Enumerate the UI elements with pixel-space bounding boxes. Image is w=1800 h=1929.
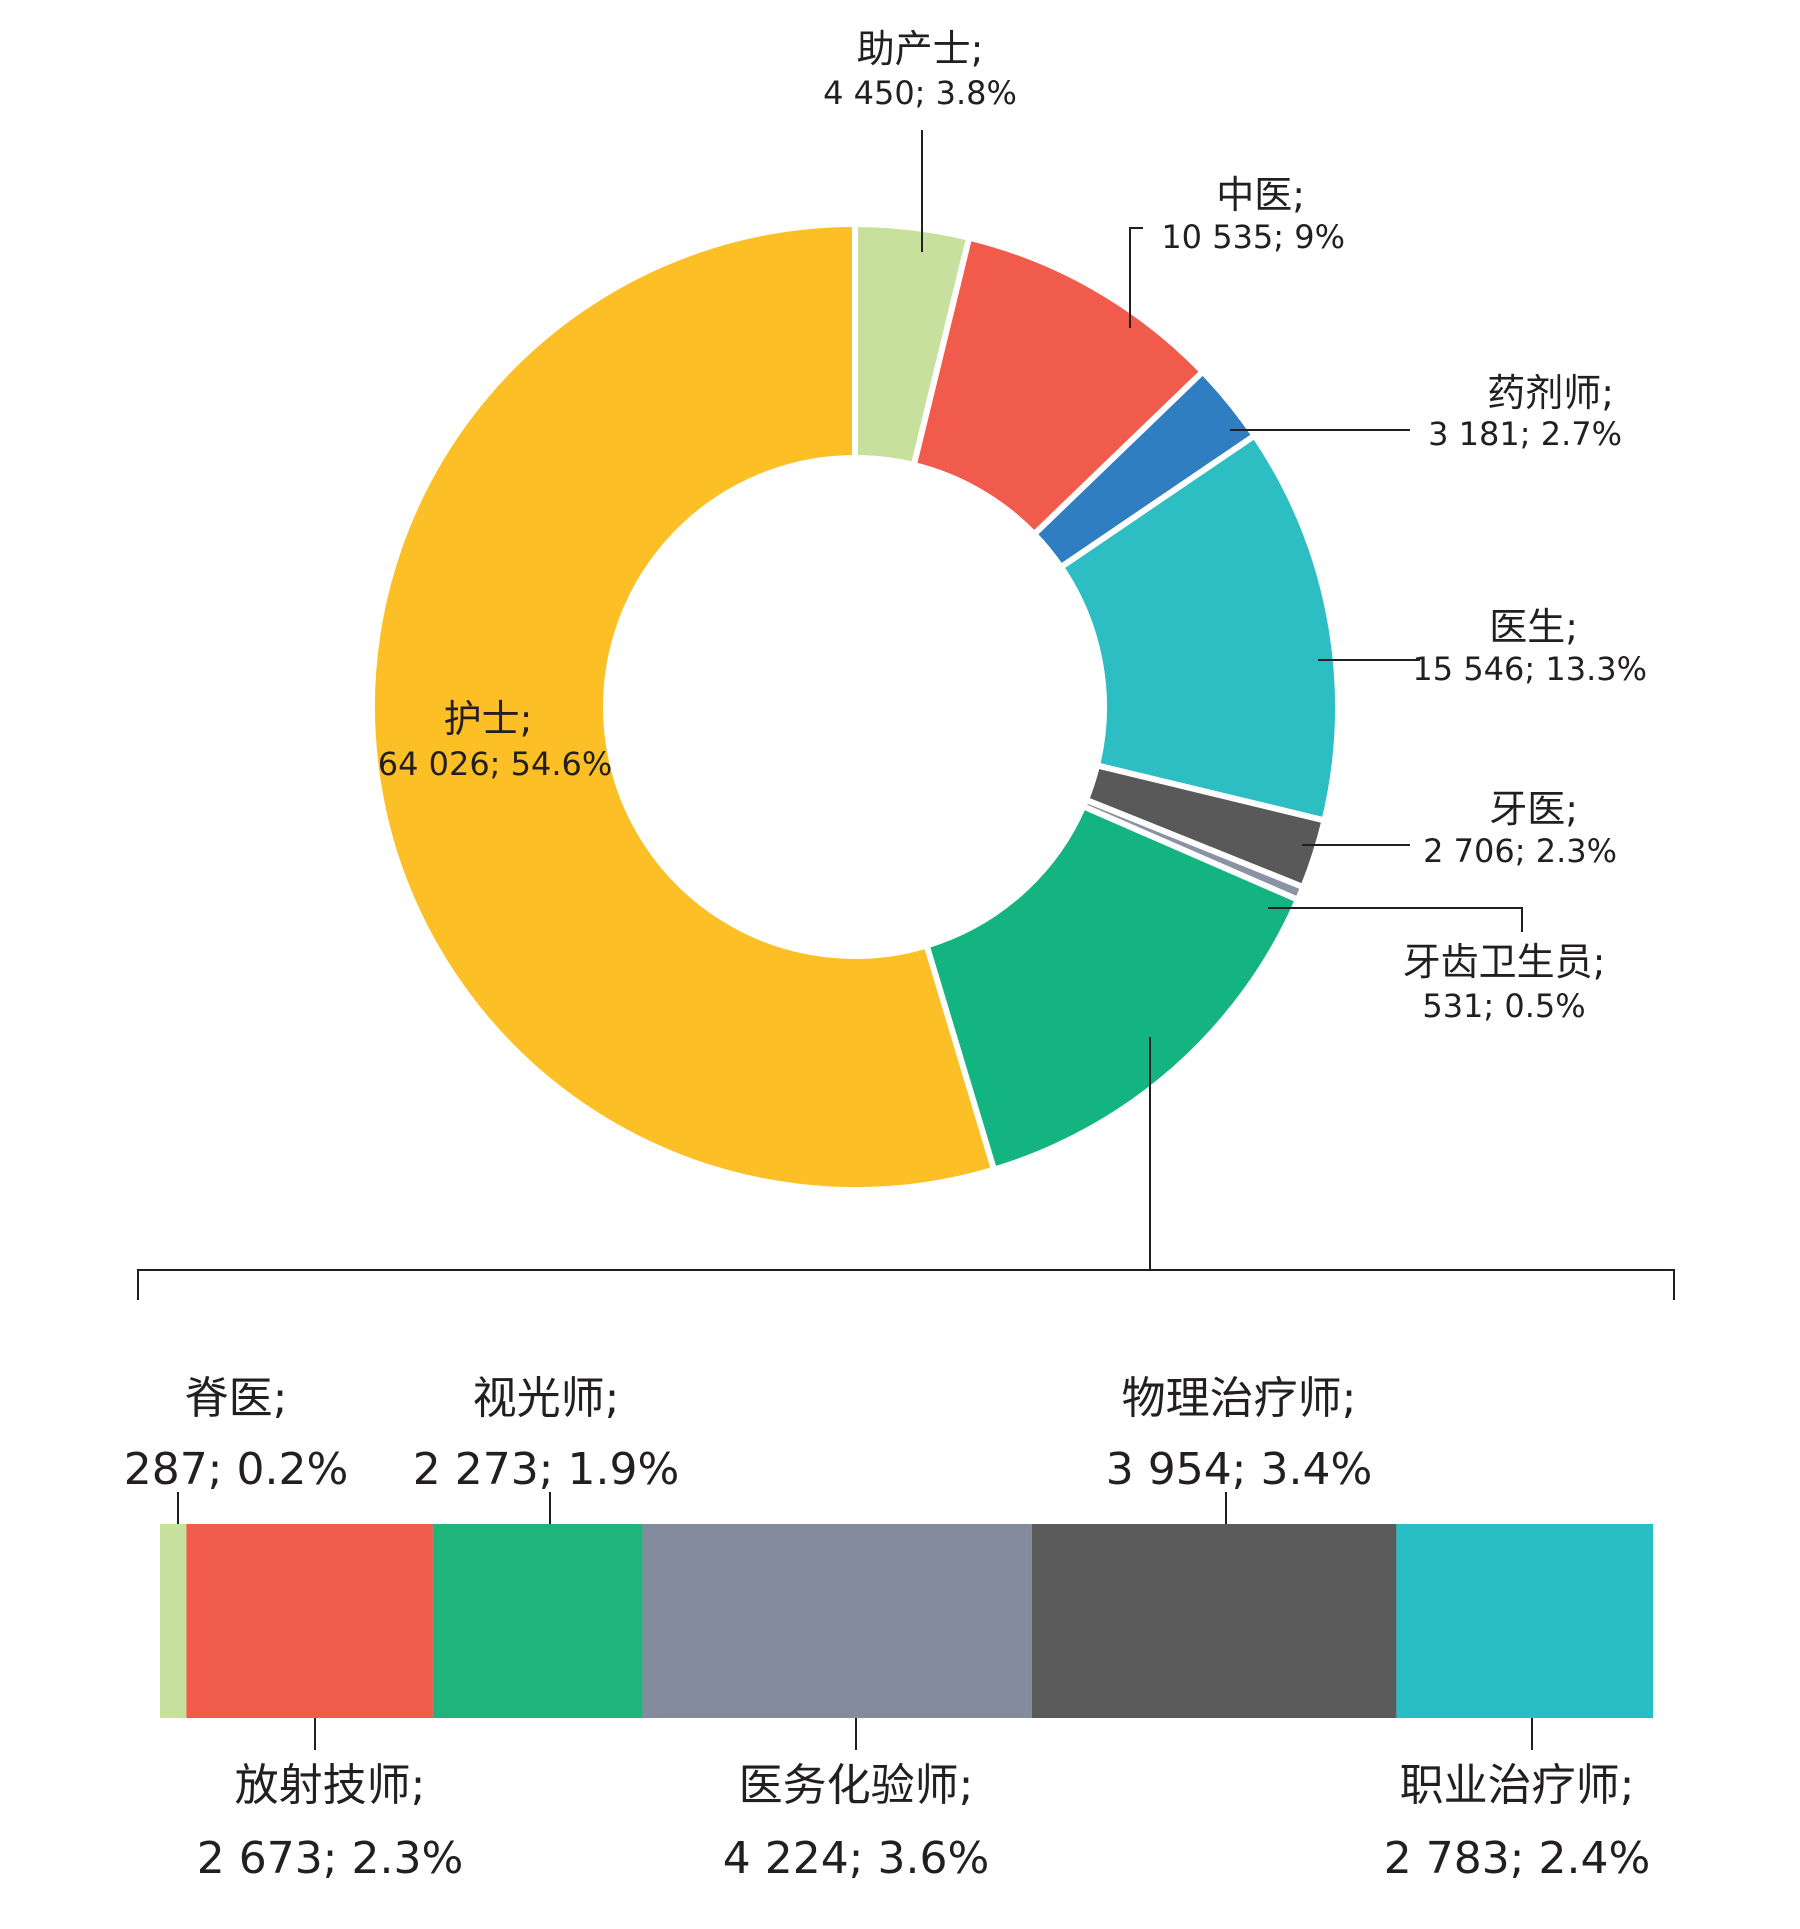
slice-label-name: 药剂师; bbox=[1487, 371, 1614, 415]
bar-segment-3 bbox=[642, 1524, 1032, 1718]
slice-label-name: 护士; bbox=[444, 697, 533, 741]
leader-chinese-medicine bbox=[1129, 227, 1143, 328]
bar-label-value: 2 273; 1.9% bbox=[413, 1444, 680, 1495]
donut-slice-7 bbox=[369, 220, 998, 1193]
slice-label-value: 4 450; 3.8% bbox=[823, 74, 1017, 112]
bar-label-value: 2 783; 2.4% bbox=[1384, 1833, 1651, 1884]
bar-label-name: 脊医; bbox=[185, 1373, 288, 1424]
labels: 助产士;4 450; 3.8% 中医;10 535; 9% 药剂师;3 181; 2… bbox=[124, 27, 1675, 1884]
bracket bbox=[137, 1269, 1675, 1300]
slice-label-value: 531; 0.5% bbox=[1422, 987, 1585, 1025]
slice-label-name: 助产士; bbox=[857, 27, 984, 71]
bar-label-value: 287; 0.2% bbox=[124, 1444, 349, 1495]
slice-label-name: 牙医; bbox=[1489, 787, 1578, 831]
bar-label-value: 3 954; 3.4% bbox=[1106, 1444, 1373, 1495]
bar-label-value: 4 224; 3.6% bbox=[723, 1833, 990, 1884]
bar-label-name: 视光师; bbox=[473, 1373, 620, 1424]
bar-segment-4 bbox=[1031, 1524, 1397, 1718]
bar-label-name: 医务化验师; bbox=[739, 1760, 974, 1811]
slice-label-value: 64 026; 54.6% bbox=[378, 745, 613, 783]
donut-chart bbox=[369, 220, 1341, 1193]
slice-label-name: 医生; bbox=[1489, 605, 1578, 649]
bar-segment-1 bbox=[186, 1524, 433, 1718]
donut-slice-6 bbox=[922, 802, 1302, 1174]
slice-label-value: 15 546; 13.3% bbox=[1412, 650, 1647, 688]
slice-label-value: 3 181; 2.7% bbox=[1428, 415, 1622, 453]
stacked-bar-chart bbox=[160, 1524, 1653, 1718]
bar-segment-2 bbox=[432, 1524, 643, 1718]
slice-label-value: 2 706; 2.3% bbox=[1423, 832, 1617, 870]
bar-label-name: 职业治疗师; bbox=[1400, 1760, 1635, 1811]
bar-segment-0 bbox=[160, 1524, 187, 1718]
leader-dental-hygienist bbox=[1268, 907, 1523, 932]
bar-label-value: 2 673; 2.3% bbox=[197, 1833, 464, 1884]
slice-label-name: 牙齿卫生员; bbox=[1403, 940, 1606, 984]
slice-label-name: 中医; bbox=[1216, 173, 1305, 217]
slice-label-value: 10 535; 9% bbox=[1161, 218, 1345, 256]
donut-slice-3 bbox=[1056, 431, 1341, 825]
bar-segment-5 bbox=[1396, 1524, 1653, 1718]
bar-label-name: 物理治疗师; bbox=[1122, 1373, 1357, 1424]
bar-label-name: 放射技师; bbox=[235, 1760, 426, 1811]
